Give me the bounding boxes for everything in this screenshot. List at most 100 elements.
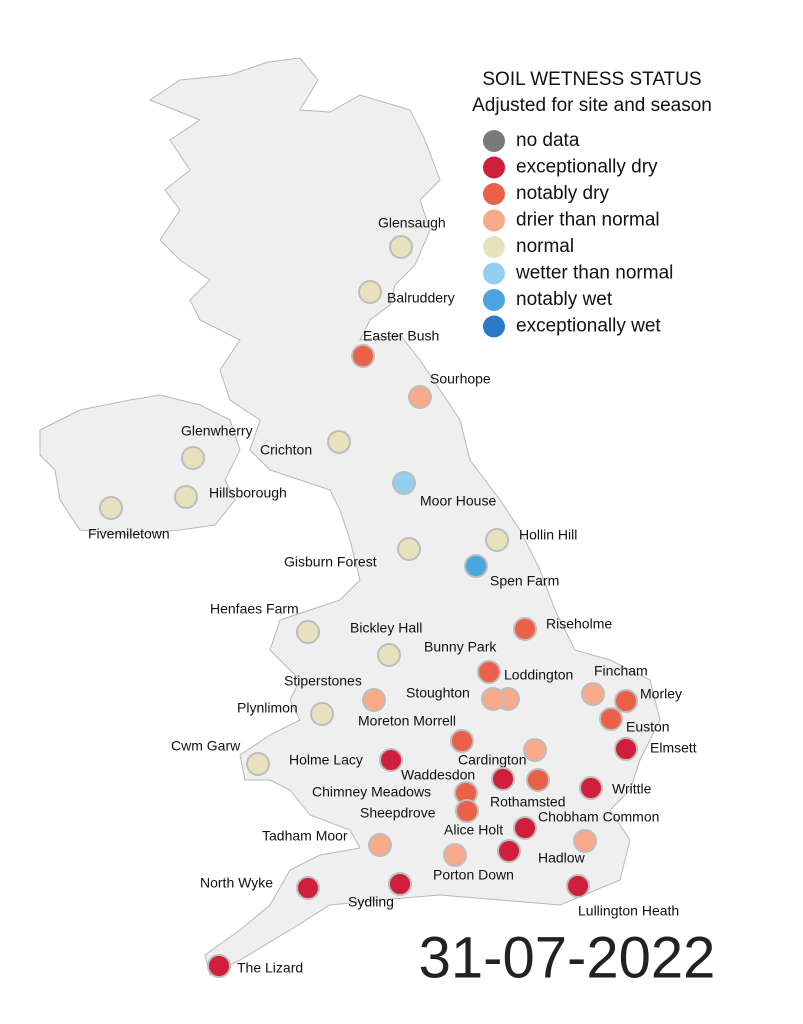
site-label: Balruddery bbox=[387, 290, 455, 306]
site-marker bbox=[513, 816, 537, 840]
legend-swatch bbox=[483, 183, 505, 205]
site-marker bbox=[526, 768, 550, 792]
site-label: Rothamsted bbox=[490, 794, 565, 810]
site-label: The Lizard bbox=[237, 960, 303, 976]
legend-label: wetter than normal bbox=[515, 263, 673, 284]
site-marker bbox=[351, 344, 375, 368]
legend-swatch bbox=[483, 315, 505, 338]
legend-label: notably dry bbox=[516, 183, 609, 204]
legend-title: SOIL WETNESS STATUS bbox=[482, 69, 701, 90]
site-marker bbox=[408, 385, 432, 409]
site-label: Sydling bbox=[348, 894, 394, 910]
site-marker bbox=[379, 748, 403, 772]
legend-label: exceptionally dry bbox=[516, 157, 658, 178]
site-marker bbox=[573, 829, 597, 853]
legend-swatch bbox=[483, 130, 505, 152]
site-label: Writtle bbox=[612, 781, 652, 797]
site-marker bbox=[246, 752, 270, 776]
site-marker bbox=[464, 554, 488, 578]
site-marker bbox=[614, 689, 638, 713]
site-label: Alice Holt bbox=[444, 822, 503, 838]
site-marker bbox=[389, 235, 413, 259]
site-label: Euston bbox=[626, 719, 670, 735]
legend-swatch bbox=[483, 262, 505, 285]
site-label: Sourhope bbox=[430, 371, 491, 387]
site-label: Hollin Hill bbox=[519, 527, 577, 543]
site-marker bbox=[513, 617, 537, 641]
site-label: Stiperstones bbox=[284, 673, 362, 689]
site-label: Bickley Hall bbox=[350, 620, 422, 636]
site-marker bbox=[368, 833, 392, 857]
site-marker bbox=[207, 954, 231, 978]
site-label: Chobham Common bbox=[538, 809, 659, 825]
northern-ireland bbox=[39, 394, 241, 536]
site-label: Henfaes Farm bbox=[210, 601, 299, 617]
site-marker bbox=[485, 528, 509, 552]
site-marker bbox=[397, 537, 421, 561]
site-marker bbox=[477, 660, 501, 684]
legend-label: notably wet bbox=[516, 289, 613, 310]
legend-label: exceptionally wet bbox=[516, 316, 661, 337]
site-label: Sheepdrove bbox=[360, 805, 436, 821]
site-label: Loddington bbox=[504, 667, 573, 683]
site-label: Tadham Moor bbox=[262, 828, 348, 844]
site-label: Cwm Garw bbox=[171, 738, 241, 754]
site-label: Spen Farm bbox=[490, 573, 559, 589]
site-label: Hillsborough bbox=[209, 485, 287, 501]
site-marker bbox=[310, 702, 334, 726]
legend-swatch bbox=[483, 156, 505, 179]
legend-swatch bbox=[483, 209, 505, 232]
site-marker bbox=[99, 496, 123, 520]
site-marker bbox=[362, 688, 386, 712]
legend-swatch bbox=[483, 289, 505, 311]
date: 31-07-2022 bbox=[419, 925, 716, 990]
site-marker bbox=[296, 620, 320, 644]
site-label: Lullington Heath bbox=[578, 903, 679, 919]
site-marker bbox=[450, 729, 474, 753]
site-marker bbox=[377, 643, 401, 667]
site-label: Moor House bbox=[420, 493, 496, 509]
site-label: Holme Lacy bbox=[289, 752, 363, 768]
site-label: Stoughton bbox=[406, 685, 470, 701]
site-label: Elmsett bbox=[650, 740, 697, 756]
legend-swatch bbox=[483, 236, 505, 258]
site-marker bbox=[599, 707, 623, 731]
site-label: Chimney Meadows bbox=[312, 784, 431, 800]
site-marker bbox=[523, 738, 547, 762]
site-marker bbox=[358, 280, 382, 304]
site-marker bbox=[443, 843, 467, 867]
site-marker bbox=[388, 872, 412, 896]
site-marker bbox=[327, 430, 351, 454]
site-marker bbox=[566, 874, 590, 898]
site-marker bbox=[497, 839, 521, 863]
site-label: Glenwherry bbox=[181, 423, 253, 439]
legend-label: no data bbox=[516, 130, 580, 151]
site-label: Cardington bbox=[458, 752, 527, 768]
site-marker bbox=[181, 446, 205, 470]
legend-subtitle: Adjusted for site and season bbox=[472, 95, 712, 116]
site-marker bbox=[174, 485, 198, 509]
site-marker bbox=[481, 687, 505, 711]
site-marker bbox=[579, 776, 603, 800]
legend-label: drier than normal bbox=[516, 210, 660, 231]
site-label: Fivemiletown bbox=[88, 526, 170, 542]
site-label: Hadlow bbox=[538, 850, 586, 866]
site-marker bbox=[491, 767, 515, 791]
site-label: Easter Bush bbox=[363, 328, 439, 344]
site-label: North Wyke bbox=[200, 875, 273, 891]
site-label: Gisburn Forest bbox=[284, 554, 377, 570]
site-label: Moreton Morrell bbox=[358, 713, 456, 729]
site-label: Plynlimon bbox=[237, 700, 298, 716]
site-marker bbox=[392, 471, 416, 495]
site-label: Glensaugh bbox=[378, 215, 446, 231]
site-label: Porton Down bbox=[433, 867, 514, 883]
site-marker bbox=[455, 799, 479, 823]
site-marker bbox=[296, 876, 320, 900]
site-marker bbox=[581, 682, 605, 706]
site-label: Fincham bbox=[594, 663, 648, 679]
site-label: Waddesdon bbox=[401, 767, 475, 783]
site-label: Bunny Park bbox=[424, 639, 497, 655]
site-label: Riseholme bbox=[546, 616, 612, 632]
